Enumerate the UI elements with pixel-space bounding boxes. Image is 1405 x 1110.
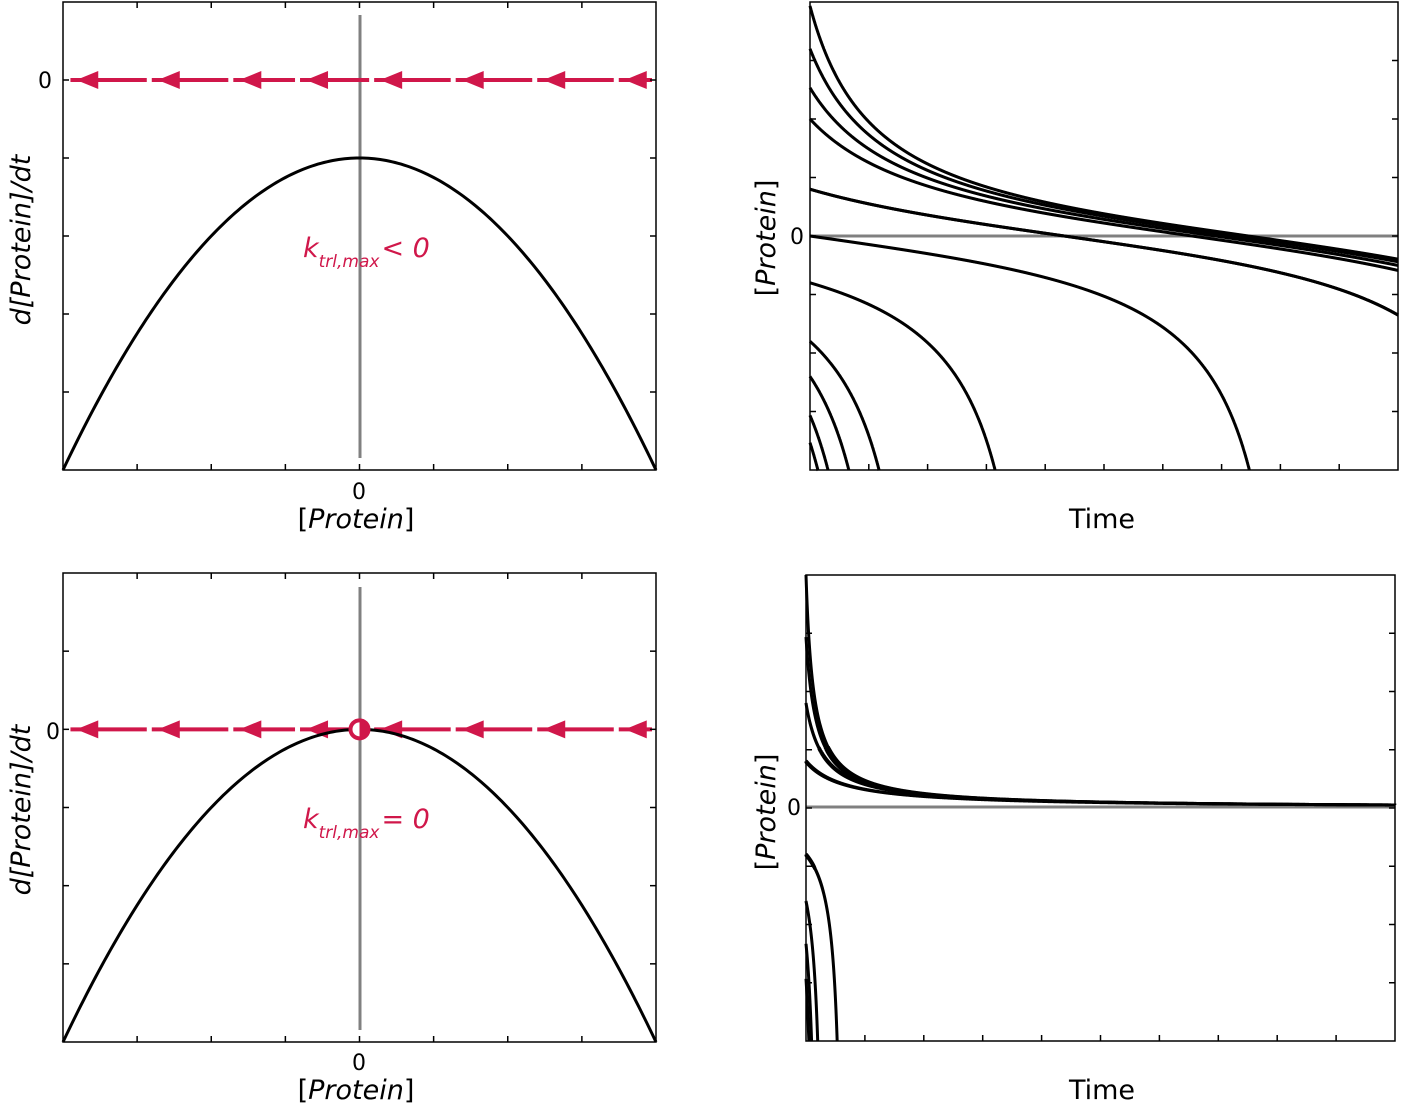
trajectory-line [804, 900, 820, 1041]
flow-arrowhead [624, 720, 647, 739]
tick-marks [63, 2, 656, 470]
rate-curve [61, 156, 658, 471]
y-axis-label: [Protein] [751, 754, 782, 871]
trajectory-line [808, 340, 881, 471]
arrow-gap [613, 77, 619, 83]
x-tick-label-zero: 0 [352, 1051, 366, 1076]
trajectory-line [808, 442, 820, 472]
trajectories [808, 5, 1399, 472]
tick-marks [810, 59, 1398, 470]
time-plot-bottom: 0 Time [Protein] [751, 574, 1397, 1106]
k-annotation: ktrl,max< 0 [303, 233, 430, 272]
flow-arrowhead [157, 71, 180, 89]
flow-arrowhead [461, 720, 484, 739]
trajectory-line [808, 5, 1399, 261]
trajectory-line [808, 48, 1399, 264]
arrow-gap [146, 726, 152, 733]
arrow-gap [613, 726, 619, 733]
arrow-gap [295, 726, 301, 733]
y-tick-label-zero: 0 [46, 720, 60, 745]
trajectory-line [804, 575, 1396, 807]
arrow-gap [450, 726, 456, 733]
k-annotation: ktrl,max= 0 [303, 804, 430, 843]
flow-arrowhead [157, 720, 180, 739]
arrow-gap [295, 77, 301, 83]
y-tick-label-zero: 0 [787, 796, 801, 821]
trajectory-line [804, 637, 1395, 807]
arrow-gap [228, 726, 234, 733]
flow-arrowhead [380, 71, 403, 89]
flow-arrowhead [306, 71, 329, 89]
trajectory-line [804, 702, 1397, 807]
flow-arrows [65, 71, 652, 89]
trajectories [804, 575, 1397, 1042]
trajectory-line [808, 414, 830, 471]
flow-arrowhead [543, 71, 566, 89]
arrow-gap [146, 77, 152, 83]
flow-arrowhead [624, 71, 647, 89]
phase-plot-bottom: 0 0 [Protein] d[Protein]/dt ktrl,max= 0 [6, 572, 658, 1106]
flow-arrowhead [543, 720, 566, 739]
arrow-gap [450, 77, 456, 83]
x-axis-label: Time [1068, 1075, 1135, 1106]
y-tick-label-zero: 0 [38, 69, 52, 94]
x-axis-label: [Protein] [298, 1075, 415, 1106]
trajectory-line [804, 759, 1396, 807]
phase-plot-top: 0 0 [Protein] d[Protein]/dt ktrl,max< 0 [6, 1, 658, 535]
time-plot-top: 0 Time [Protein] [751, 1, 1399, 535]
trajectory-line [808, 87, 1399, 267]
arrow-gap [228, 77, 234, 83]
tick-marks [806, 632, 1395, 1041]
fixed-point-filled-half [359, 720, 369, 739]
fixed-points [348, 718, 371, 741]
y-axis-label: [Protein] [751, 180, 782, 297]
trajectory-line [809, 187, 1399, 317]
arrow-gap [532, 726, 538, 733]
y-axis-label: d[Protein]/dt [6, 153, 37, 325]
x-tick-label-zero: 0 [352, 480, 366, 505]
trajectory-line [804, 853, 839, 1041]
arrow-gap [369, 77, 375, 83]
flow-arrowhead [239, 71, 262, 89]
flow-arrowhead [461, 71, 484, 89]
trajectory-line [808, 375, 851, 471]
trajectory-line [809, 281, 997, 471]
tick-marks [63, 573, 656, 1042]
x-axis-label: [Protein] [298, 504, 415, 535]
trajectory-line [809, 234, 1251, 471]
y-axis-label: d[Protein]/dt [6, 723, 37, 895]
arrow-gap [532, 77, 538, 83]
trajectory-line [808, 117, 1399, 272]
trajectory-line [804, 943, 814, 1042]
x-axis-label: Time [1068, 504, 1135, 535]
flow-arrowhead [76, 720, 99, 739]
flow-arrowhead [239, 720, 262, 739]
flow-arrowhead [76, 71, 99, 89]
y-tick-label-zero: 0 [790, 225, 804, 250]
